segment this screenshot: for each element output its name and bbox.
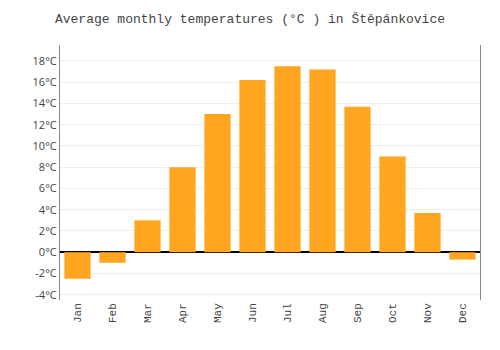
svg-text:Nov: Nov	[422, 303, 434, 323]
svg-text:Aug: Aug	[317, 303, 329, 323]
svg-text:6°C: 6°C	[39, 180, 57, 195]
svg-text:0°C: 0°C	[39, 244, 57, 259]
svg-text:Jan: Jan	[72, 303, 84, 323]
svg-text:Jun: Jun	[247, 303, 259, 323]
svg-text:-2°C: -2°C	[35, 265, 57, 280]
svg-text:2°C: 2°C	[39, 223, 57, 238]
svg-text:12°C: 12°C	[33, 117, 57, 132]
svg-text:Dec: Dec	[457, 303, 469, 323]
svg-text:14°C: 14°C	[33, 95, 57, 110]
svg-text:4°C: 4°C	[39, 202, 57, 217]
svg-text:Jul: Jul	[282, 303, 294, 323]
svg-text:May: May	[212, 303, 224, 323]
svg-text:-4°C: -4°C	[35, 287, 57, 302]
svg-text:Sep: Sep	[352, 303, 364, 323]
svg-text:18°C: 18°C	[33, 53, 57, 68]
svg-text:Apr: Apr	[177, 303, 189, 323]
svg-text:Oct: Oct	[387, 303, 399, 323]
svg-text:8°C: 8°C	[39, 159, 57, 174]
svg-text:Average monthly temperatures (: Average monthly temperatures (°C ) in Št…	[55, 12, 445, 27]
svg-text:Feb: Feb	[107, 303, 119, 323]
svg-text:10°C: 10°C	[33, 138, 57, 153]
svg-text:Mar: Mar	[142, 303, 154, 323]
svg-text:16°C: 16°C	[33, 74, 57, 89]
